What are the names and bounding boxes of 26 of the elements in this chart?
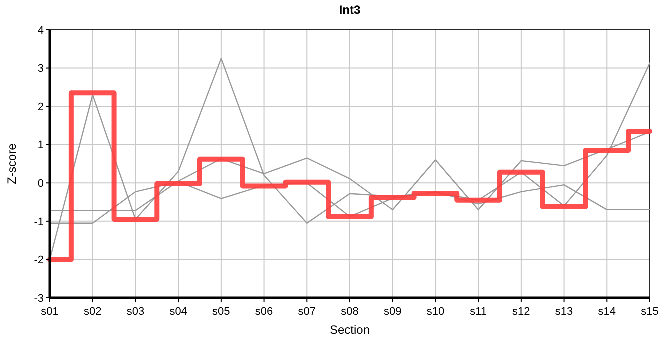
x-tick-label: s10 <box>426 306 445 318</box>
x-tick-label: s14 <box>598 306 616 318</box>
y-axis-title: Z-score <box>5 143 19 184</box>
y-tick-label: 3 <box>38 63 44 76</box>
x-tick-label: s05 <box>212 306 230 318</box>
y-tick-label: 1 <box>38 140 44 152</box>
x-tick-label: s13 <box>555 306 574 318</box>
y-tick-label: -3 <box>34 292 44 305</box>
x-tick-label: s04 <box>170 306 188 318</box>
chart-title: Int3 <box>339 3 361 17</box>
y-tick-label: 2 <box>38 101 44 114</box>
x-tick-label: s09 <box>384 306 402 318</box>
x-axis-title: Section <box>330 323 370 337</box>
x-tick-label: s11 <box>470 306 488 318</box>
x-tick-label: s02 <box>84 306 102 318</box>
y-tick-label: 4 <box>38 24 44 37</box>
x-tick-label: s01 <box>41 306 59 318</box>
x-tick-label: s03 <box>126 306 145 318</box>
y-tick-label: -1 <box>34 216 44 228</box>
x-tick-label: s06 <box>255 306 274 318</box>
x-tick-label: s08 <box>341 306 359 318</box>
y-tick-label: 0 <box>38 178 44 190</box>
y-tick-label: -2 <box>34 254 44 267</box>
x-tick-label: s12 <box>512 306 530 318</box>
x-tick-label: s07 <box>298 306 316 318</box>
x-tick-label: s15 <box>641 306 659 318</box>
